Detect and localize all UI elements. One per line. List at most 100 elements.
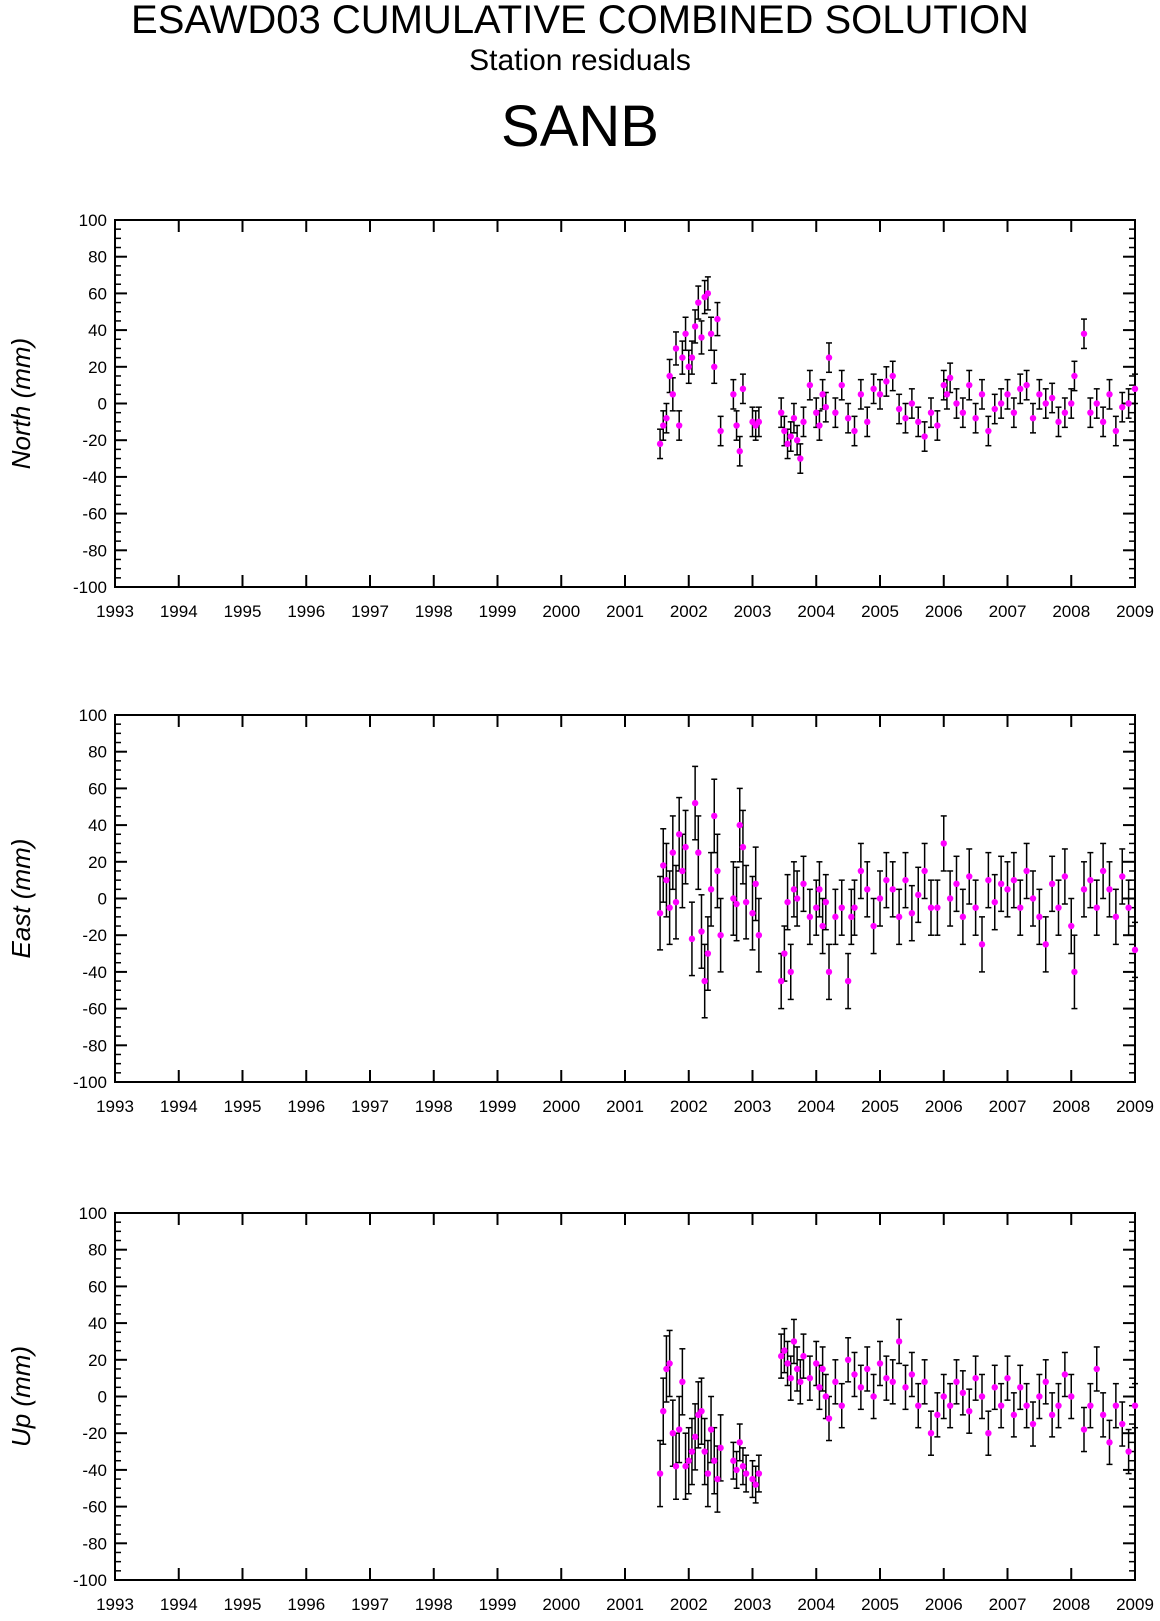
east-data-point bbox=[857, 867, 865, 875]
north-data-point bbox=[844, 414, 852, 422]
east-data-point bbox=[688, 935, 696, 943]
north-data-point bbox=[739, 385, 747, 393]
north-data-point bbox=[991, 405, 998, 413]
up-x-tick-label: 2009 bbox=[1116, 1595, 1154, 1614]
north-y-tick-label: 60 bbox=[88, 284, 107, 303]
up-data-point bbox=[688, 1448, 696, 1455]
up-data-point bbox=[1010, 1411, 1018, 1419]
up-x-tick-label: 1993 bbox=[96, 1595, 134, 1614]
up-data-point bbox=[1048, 1411, 1056, 1419]
north-data-point bbox=[953, 400, 960, 407]
east-x-tick-label: 1998 bbox=[415, 1097, 453, 1116]
up-data-point bbox=[864, 1365, 871, 1373]
up-data-point bbox=[733, 1466, 740, 1474]
east-x-tick-label: 2004 bbox=[797, 1097, 835, 1116]
east-data-point bbox=[749, 909, 756, 917]
north-data-point bbox=[921, 433, 928, 440]
north-data-point bbox=[966, 381, 973, 389]
east-data-point bbox=[921, 867, 928, 875]
north-data-point bbox=[1080, 330, 1088, 337]
north-data-point bbox=[857, 391, 865, 398]
up-data-point bbox=[1042, 1378, 1049, 1386]
north-data-point bbox=[816, 422, 823, 429]
up-data-point bbox=[1029, 1420, 1037, 1428]
north-data-point bbox=[800, 418, 807, 426]
up-data-point bbox=[825, 1415, 833, 1422]
up-data-point bbox=[934, 1411, 941, 1419]
up-data-point bbox=[844, 1356, 852, 1364]
up-data-point bbox=[685, 1457, 692, 1464]
east-data-point bbox=[1029, 895, 1037, 902]
east-data-point bbox=[927, 904, 935, 911]
east-x-tick-label: 1993 bbox=[96, 1097, 134, 1116]
north-data-point bbox=[688, 354, 696, 361]
east-data-point bbox=[793, 895, 801, 902]
north-y-tick-label: 40 bbox=[88, 321, 107, 340]
north-data-point bbox=[870, 385, 877, 393]
up-data-point bbox=[752, 1481, 759, 1488]
east-data-point bbox=[997, 880, 1005, 888]
north-data-point bbox=[1125, 400, 1132, 407]
east-y-tick-label: -100 bbox=[73, 1073, 107, 1092]
east-x-tick-label: 2005 bbox=[861, 1097, 899, 1116]
up-y-axis-label: Up (mm) bbox=[6, 1346, 36, 1447]
north-data-point bbox=[691, 323, 699, 330]
north-data-point bbox=[832, 409, 839, 416]
up-data-point bbox=[1093, 1365, 1100, 1373]
east-data-point bbox=[991, 898, 998, 906]
up-data-point bbox=[730, 1457, 737, 1464]
east-data-point bbox=[790, 886, 798, 893]
north-data-point bbox=[943, 391, 951, 398]
north-data-point bbox=[793, 437, 801, 444]
east-data-point bbox=[848, 913, 855, 921]
north-x-tick-label: 2001 bbox=[606, 602, 644, 621]
up-data-point bbox=[1106, 1439, 1113, 1446]
north-y-tick-label: -60 bbox=[82, 505, 107, 524]
up-x-tick-label: 2006 bbox=[925, 1595, 963, 1614]
east-data-point bbox=[1004, 886, 1011, 893]
north-x-tick-label: 1994 bbox=[160, 602, 198, 621]
north-data-point bbox=[1029, 414, 1037, 422]
north-x-tick-label: 1996 bbox=[287, 602, 325, 621]
up-data-point bbox=[704, 1470, 712, 1477]
up-data-point bbox=[1055, 1402, 1062, 1409]
up-data-point bbox=[978, 1393, 986, 1400]
north-data-point bbox=[669, 391, 677, 398]
up-data-point bbox=[813, 1360, 820, 1367]
east-data-point bbox=[1055, 904, 1062, 911]
up-data-point bbox=[1099, 1411, 1107, 1419]
up-x-tick-label: 2003 bbox=[734, 1595, 772, 1614]
north-data-point bbox=[717, 427, 724, 435]
east-data-point bbox=[666, 904, 673, 911]
east-data-point bbox=[838, 904, 845, 911]
east-x-tick-label: 1995 bbox=[224, 1097, 262, 1116]
up-data-point bbox=[781, 1347, 788, 1354]
up-data-point bbox=[870, 1393, 877, 1400]
north-data-point bbox=[784, 440, 791, 448]
east-data-point bbox=[813, 904, 820, 911]
up-data-point bbox=[806, 1374, 814, 1382]
up-data-point bbox=[997, 1402, 1005, 1409]
up-y-tick-label: 100 bbox=[79, 1204, 107, 1223]
east-x-tick-label: 2002 bbox=[670, 1097, 708, 1116]
north-data-point bbox=[838, 381, 845, 389]
up-y-tick-label: 80 bbox=[88, 1241, 107, 1260]
north-data-point bbox=[672, 345, 680, 352]
east-data-point bbox=[777, 977, 785, 985]
north-data-point bbox=[790, 414, 798, 422]
up-data-point bbox=[739, 1463, 747, 1470]
north-data-point bbox=[711, 363, 718, 370]
up-y-tick-label: 20 bbox=[88, 1351, 107, 1370]
up-x-tick-label: 1999 bbox=[479, 1595, 517, 1614]
east-data-point bbox=[908, 909, 916, 917]
chart-subtitle: Station residuals bbox=[469, 44, 691, 77]
up-data-point bbox=[1068, 1393, 1075, 1400]
north-data-point bbox=[1119, 403, 1126, 411]
east-data-point bbox=[953, 880, 960, 888]
north-x-tick-label: 2007 bbox=[989, 602, 1027, 621]
east-x-tick-label: 1994 bbox=[160, 1097, 198, 1116]
east-x-tick-label: 2006 bbox=[925, 1097, 963, 1116]
north-data-point bbox=[1042, 400, 1049, 407]
north-x-tick-label: 2008 bbox=[1052, 602, 1090, 621]
east-data-point bbox=[806, 913, 814, 921]
